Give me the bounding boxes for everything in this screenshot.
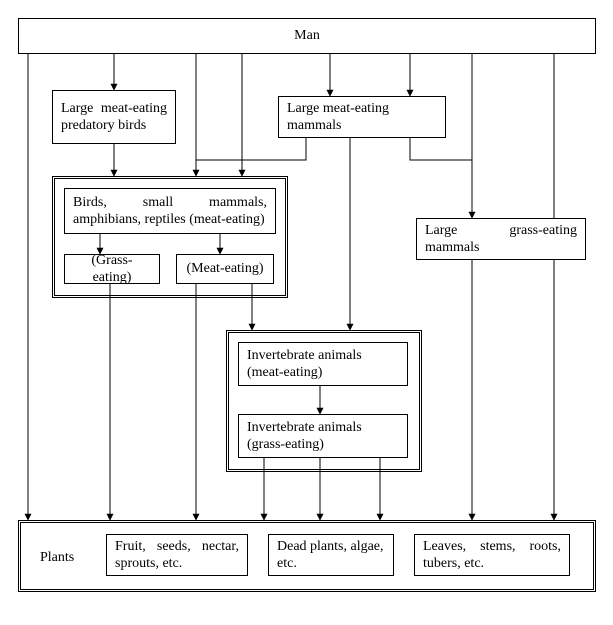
node-invert_grass: Invertebrate animals (grass-eating) (238, 414, 408, 458)
node-invert_meat: Invertebrate animals (meat-eating) (238, 342, 408, 386)
food-web-diagram: Man Large meat-eating predatory birds Larg… (0, 0, 613, 625)
edge-9 (196, 138, 306, 160)
node-grass_mammals: Large grass-eating mammals (416, 218, 586, 260)
node-plants_label: Plants (32, 548, 92, 568)
node-grass_eating: (Grass-eating) (64, 254, 160, 284)
node-leaves: Leaves, stems, roots, tubers, etc. (414, 534, 570, 576)
node-pred_birds: Large meat-eating predatory birds (52, 90, 176, 144)
node-fruit: Fruit, seeds, nectar, sprouts, etc. (106, 534, 248, 576)
edge-11 (410, 138, 472, 160)
node-meat_eating: (Meat-eating) (176, 254, 274, 284)
node-birds_small: Birds, small mammals, amphibians, reptil… (64, 188, 276, 234)
node-meat_mammals: Large meat-eating mammals (278, 96, 446, 138)
node-man: Man (18, 18, 596, 54)
node-dead_plants: Dead plants, algae, etc. (268, 534, 394, 576)
